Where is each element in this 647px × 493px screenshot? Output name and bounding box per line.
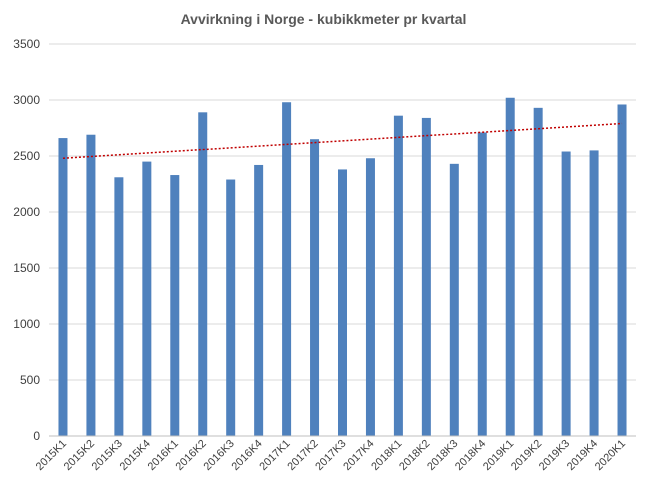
bar-2015K4 <box>142 161 152 436</box>
y-tick-label: 2000 <box>13 205 40 219</box>
bar-2016K1 <box>170 175 180 437</box>
x-axis-labels: 2015K12015K22015K32015K42016K12016K22016… <box>34 438 628 473</box>
y-tick-label: 3000 <box>13 93 40 107</box>
y-tick-label: 2500 <box>13 149 40 163</box>
bar-2015K1 <box>58 138 68 436</box>
bar-2020K1 <box>617 104 627 436</box>
bar-2019K4 <box>589 150 599 436</box>
y-tick-label: 1500 <box>13 261 40 275</box>
bar-2015K3 <box>114 177 124 436</box>
trendline-layer <box>62 122 623 159</box>
bar-2016K3 <box>226 179 236 436</box>
y-tick-label: 0 <box>33 429 40 443</box>
bar-2018K1 <box>393 115 403 437</box>
bar-2018K4 <box>477 132 487 437</box>
y-tick-label: 500 <box>20 373 40 387</box>
bar-2019K2 <box>533 107 543 436</box>
bar-2019K3 <box>561 151 571 436</box>
bar-2017K2 <box>310 139 320 436</box>
bar-2016K2 <box>198 112 208 436</box>
bar-2019K1 <box>505 97 515 436</box>
bar-2017K1 <box>282 102 292 437</box>
x-tick-label: 2020K1 <box>593 438 628 473</box>
bars <box>58 97 627 437</box>
bar-2018K3 <box>449 163 459 436</box>
bar-2017K3 <box>338 169 347 436</box>
chart-title: Avvirkning i Norge - kubikkmeter pr kvar… <box>181 11 467 27</box>
y-tick-label: 1000 <box>13 317 40 331</box>
y-axis-ticks: 0 500 1000 1500 2000 2500 3000 3500 <box>13 37 40 443</box>
bar-2016K4 <box>254 164 264 436</box>
bar-2015K2 <box>86 134 96 436</box>
bar-2018K2 <box>421 117 431 437</box>
y-tick-label: 3500 <box>13 37 40 51</box>
bar-2017K4 <box>365 158 375 437</box>
trendline <box>62 122 623 159</box>
